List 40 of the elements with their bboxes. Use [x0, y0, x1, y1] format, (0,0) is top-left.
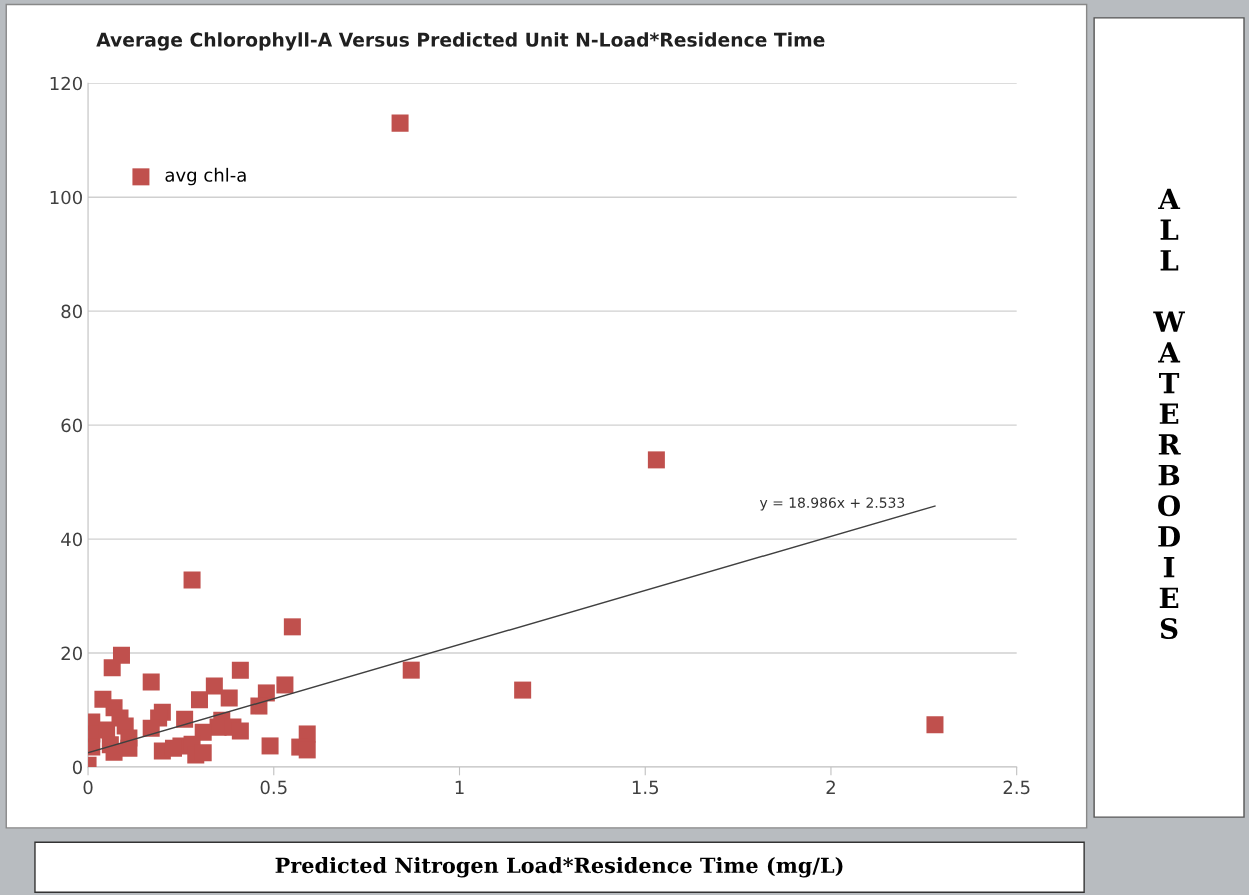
point — [926, 716, 944, 734]
point — [103, 659, 121, 677]
legend-label: avg chl-a — [165, 167, 246, 186]
y-tick-label: 120 — [50, 76, 82, 91]
x-tick-label: 1 — [455, 780, 464, 794]
chart-title: Average Chlorophyll-A Versus Predicted Unit N-Load*Residence Time — [96, 32, 825, 51]
point — [298, 741, 316, 759]
point — [514, 681, 532, 699]
y-tick-label: 80 — [61, 304, 82, 319]
annotation: y = 18.986x + 2.533 — [759, 497, 905, 511]
text: ALL WATERBODIES — [1153, 188, 1185, 640]
point — [231, 661, 249, 679]
point — [142, 673, 160, 691]
x-tick-label: 0 — [83, 780, 93, 795]
point — [391, 114, 409, 132]
point — [205, 677, 223, 695]
point — [402, 661, 420, 679]
x-tick-label: 0.5 — [260, 780, 287, 795]
point — [231, 722, 249, 740]
point — [183, 571, 201, 589]
x-axis-title: Predicted Nitrogen Load*Residence Time (mg/L) — [275, 857, 843, 878]
x-tick-label: 2 — [826, 780, 835, 794]
point — [190, 691, 208, 709]
y-tick-label: 40 — [61, 532, 82, 547]
y-tick-label: 0 — [72, 760, 82, 775]
x-tick-label: 2.5 — [1003, 780, 1030, 795]
x-tick-label: 1.5 — [632, 780, 659, 795]
point — [142, 719, 160, 737]
point — [283, 618, 301, 636]
y-tick-label: 20 — [61, 646, 82, 661]
point — [105, 743, 123, 761]
point — [647, 451, 665, 469]
point — [176, 710, 194, 728]
point — [220, 689, 238, 707]
point — [276, 676, 294, 694]
y-tick-label: 100 — [50, 190, 82, 205]
y-tick-label: 60 — [61, 418, 82, 433]
point — [261, 737, 279, 755]
point — [164, 739, 182, 757]
point — [250, 697, 268, 715]
